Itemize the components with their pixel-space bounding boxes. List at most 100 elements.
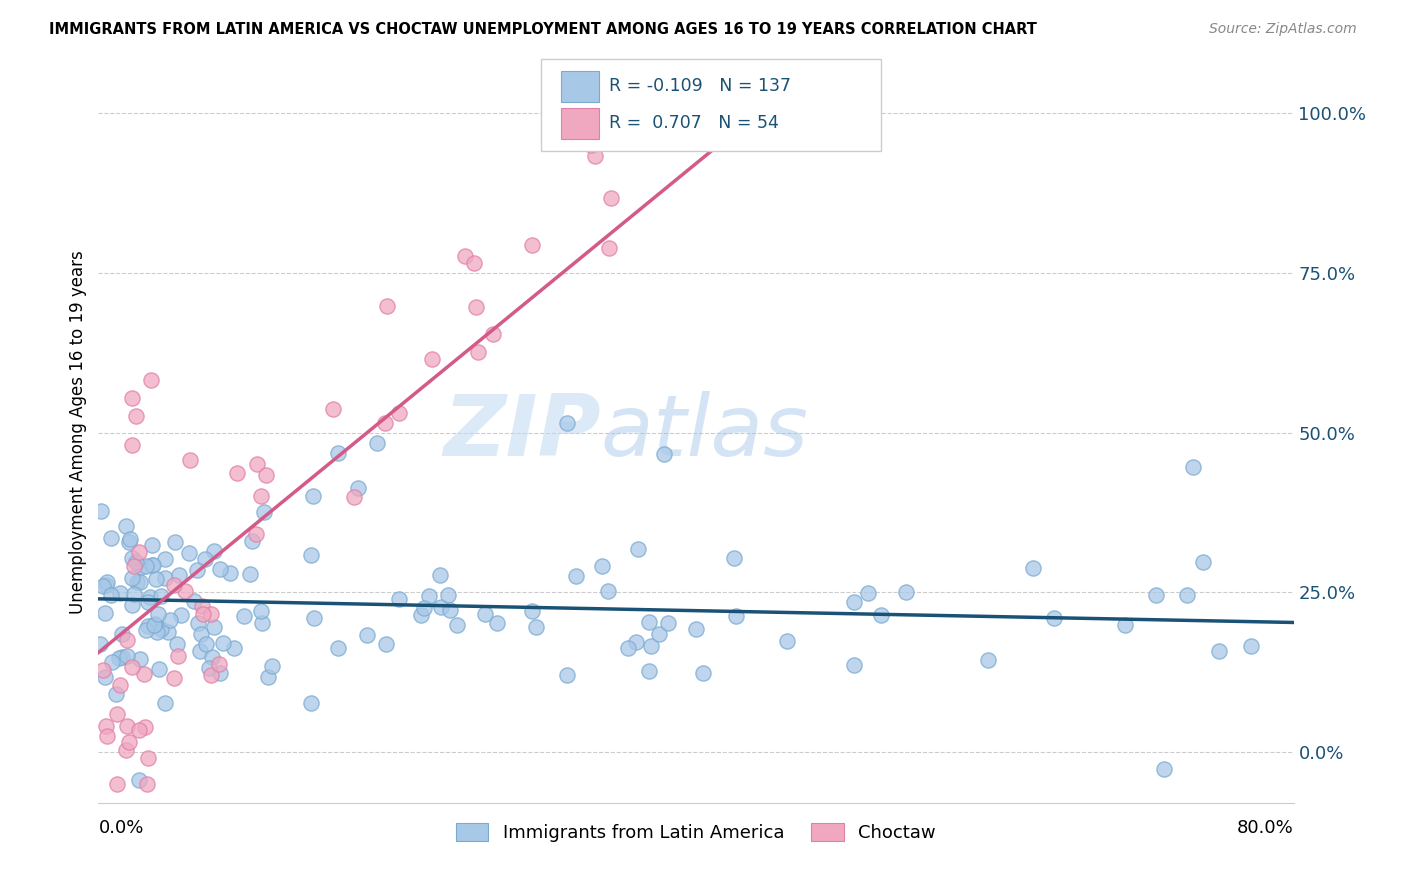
Point xyxy=(202,543,225,558)
Point xyxy=(204,620,226,634)
Point xyxy=(302,611,325,625)
Point xyxy=(107,707,129,722)
Point xyxy=(177,546,200,560)
Point xyxy=(474,607,496,622)
Point xyxy=(1043,611,1066,625)
Point xyxy=(356,628,378,642)
Point xyxy=(522,237,544,252)
Point xyxy=(591,558,613,573)
Point xyxy=(143,617,166,632)
Point xyxy=(347,481,370,495)
Point xyxy=(226,467,249,481)
Point xyxy=(163,671,186,685)
Point xyxy=(198,660,221,674)
Point xyxy=(1177,588,1199,602)
Point xyxy=(115,743,138,757)
Y-axis label: Unemployment Among Ages 16 to 19 years: Unemployment Among Ages 16 to 19 years xyxy=(69,251,87,615)
Point xyxy=(482,327,505,342)
Point xyxy=(1144,588,1167,602)
Point xyxy=(141,538,163,552)
Point xyxy=(94,578,117,592)
Point xyxy=(195,637,218,651)
Point xyxy=(121,571,143,585)
Point xyxy=(776,633,799,648)
Point xyxy=(260,659,283,673)
Point xyxy=(977,653,1000,667)
Point xyxy=(96,729,118,743)
Point xyxy=(322,402,344,417)
Point xyxy=(252,505,274,519)
Point xyxy=(343,490,366,504)
Point xyxy=(652,447,675,461)
Point xyxy=(148,662,170,676)
Point xyxy=(239,567,262,582)
Point xyxy=(599,191,621,205)
Point xyxy=(583,148,606,162)
Point xyxy=(250,604,273,618)
Point xyxy=(96,575,118,590)
Point xyxy=(134,667,156,681)
Point xyxy=(598,583,620,598)
Point xyxy=(153,552,176,566)
Point xyxy=(128,723,150,738)
Point xyxy=(183,594,205,608)
Text: 0.0%: 0.0% xyxy=(98,820,143,838)
Point xyxy=(190,627,212,641)
Point xyxy=(208,657,231,671)
Point xyxy=(108,586,131,600)
Point xyxy=(200,668,222,682)
Point xyxy=(224,640,246,655)
Point xyxy=(117,735,139,749)
Point xyxy=(120,532,142,546)
Point xyxy=(174,583,197,598)
Point xyxy=(121,438,143,452)
Point xyxy=(1240,639,1263,653)
Point xyxy=(627,542,650,557)
Point xyxy=(437,588,460,602)
Point xyxy=(200,607,222,621)
Point xyxy=(302,489,325,503)
Point xyxy=(388,406,411,420)
Point xyxy=(1153,763,1175,777)
Point xyxy=(115,519,138,533)
Point xyxy=(638,665,661,679)
Point xyxy=(139,373,162,387)
Point xyxy=(153,571,176,585)
Point xyxy=(125,409,148,423)
Point xyxy=(118,535,141,549)
Point xyxy=(139,590,162,604)
Point xyxy=(524,620,547,634)
FancyBboxPatch shape xyxy=(541,59,882,152)
Point xyxy=(256,670,278,684)
Point xyxy=(894,585,917,599)
Point xyxy=(90,504,112,518)
Point xyxy=(111,627,134,641)
Point xyxy=(201,649,224,664)
Point xyxy=(388,592,411,607)
Point xyxy=(692,666,714,681)
Legend: Immigrants from Latin America, Choctaw: Immigrants from Latin America, Choctaw xyxy=(449,815,943,849)
Point xyxy=(374,417,396,431)
Point xyxy=(328,446,350,460)
Point xyxy=(685,622,707,636)
Point xyxy=(117,648,139,663)
Point xyxy=(454,249,477,263)
Point xyxy=(208,666,231,681)
Point xyxy=(429,568,451,582)
Point xyxy=(1182,460,1205,475)
Point xyxy=(188,644,211,658)
Point xyxy=(422,352,444,367)
Point xyxy=(121,551,143,566)
Bar xyxy=(561,108,599,138)
Point xyxy=(648,627,671,641)
Point xyxy=(595,106,617,120)
Point xyxy=(246,458,269,472)
Point xyxy=(141,558,163,572)
Point xyxy=(245,527,267,541)
Point xyxy=(128,772,150,787)
Point xyxy=(1192,555,1215,569)
Point xyxy=(463,256,485,270)
Point xyxy=(121,391,143,405)
Point xyxy=(122,558,145,573)
Point xyxy=(108,650,131,665)
